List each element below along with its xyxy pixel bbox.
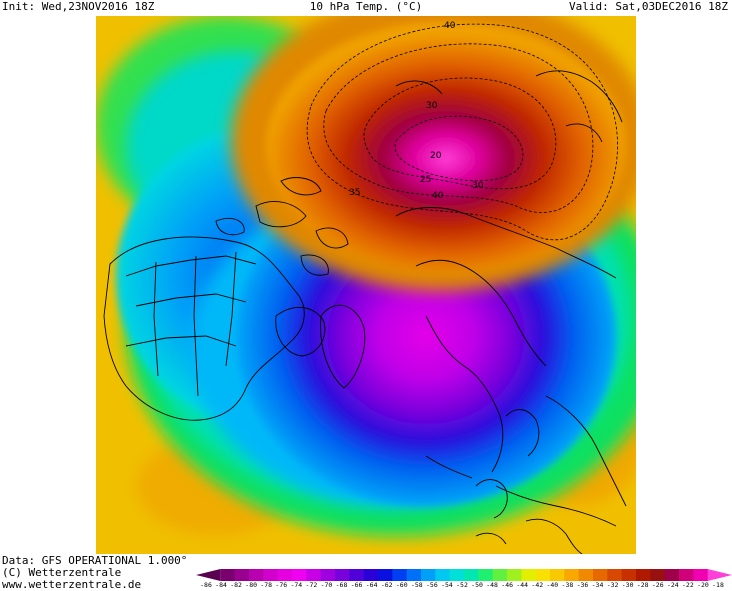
colorbar-swatch <box>578 569 594 581</box>
colorbar-swatch <box>421 569 436 581</box>
contour-label: 30 <box>426 101 438 111</box>
colorbar-tick-label: -74 <box>290 581 303 589</box>
colorbar-swatch <box>535 569 551 581</box>
colorbar-swatch <box>593 569 608 581</box>
colorbar-swatch <box>249 569 264 581</box>
data-source: Data: GFS OPERATIONAL 1.000° <box>2 554 188 567</box>
colorbar-tick-label: -22 <box>682 581 694 589</box>
colorbar-tick-label: -56 <box>426 581 438 589</box>
colorbar-tick-label: -80 <box>245 581 258 589</box>
colorbar-swatch <box>263 569 279 581</box>
colorbar-tick-label: -46 <box>501 581 514 589</box>
colorbar-swatch <box>564 569 580 581</box>
colorbar-swatch <box>335 569 350 581</box>
colorbar <box>196 569 732 581</box>
colorbar-tick-label: -24 <box>666 581 679 589</box>
colorbar-tick-label: -76 <box>275 581 288 589</box>
contour-label: 40 <box>432 191 444 201</box>
colorbar-swatch <box>320 569 336 581</box>
colorbar-tick-label: -18 <box>712 581 724 589</box>
colorbar-swatch <box>292 569 307 581</box>
colorbar-swatch <box>707 569 732 581</box>
colorbar-tick-label: -48 <box>486 581 498 589</box>
colorbar-swatch <box>521 569 537 581</box>
colorbar-swatch <box>664 569 680 581</box>
colorbar-tick-label: -36 <box>576 581 589 589</box>
colorbar-tick-label: -42 <box>531 581 544 589</box>
colorbar-tick-label: -28 <box>636 581 649 589</box>
contour-label: 30 <box>472 181 484 191</box>
colorbar-tick-label: -50 <box>471 581 483 589</box>
colorbar-tick-label: -52 <box>456 581 468 589</box>
colorbar-tick-label: -78 <box>260 581 273 589</box>
colorbar-swatch <box>306 569 322 581</box>
colorbar-swatch <box>220 569 236 581</box>
website-url: www.wetterzentrale.de <box>2 578 142 591</box>
colorbar-swatch <box>621 569 637 581</box>
colorbar-tick-label: -70 <box>320 581 333 589</box>
coastlines <box>103 70 627 554</box>
colorbar-swatch <box>607 569 623 581</box>
colorbar-swatch <box>196 569 221 581</box>
colorbar-swatch <box>636 569 651 581</box>
contour-lines <box>306 23 618 241</box>
colorbar-swatch <box>650 569 666 581</box>
colorbar-tick-label: -32 <box>606 581 619 589</box>
colorbar-tick-label: -30 <box>621 581 634 589</box>
colorbar-swatch <box>349 569 365 581</box>
colorbar-swatch <box>693 569 709 581</box>
colorbar-tick-label: -62 <box>380 581 393 589</box>
contour-label: 40 <box>444 21 456 31</box>
colorbar-tick-label: -26 <box>651 581 664 589</box>
temperature-map: 40 30 20 25 30 35 40 <box>96 16 636 554</box>
colorbar-tick-label: -68 <box>335 581 348 589</box>
colorbar-swatch <box>392 569 408 581</box>
colorbar-tick-label: -38 <box>561 581 574 589</box>
colorbar-swatch <box>378 569 393 581</box>
colorbar-tick-label: -66 <box>350 581 363 589</box>
contour-label: 20 <box>430 151 442 161</box>
colorbar-tick-label: -20 <box>697 581 709 589</box>
colorbar-tick-label: -40 <box>546 581 559 589</box>
colorbar-tick-label: -82 <box>230 581 242 589</box>
colorbar-swatch <box>234 569 250 581</box>
colorbar-swatch <box>464 569 479 581</box>
colorbar-swatch <box>478 569 494 581</box>
chart-title: 10 hPa Temp. (°C) <box>309 0 423 13</box>
colorbar-tick-label: -58 <box>410 581 423 589</box>
colorbar-swatch <box>550 569 565 581</box>
colorbar-swatch <box>435 569 451 581</box>
colorbar-tick-label: -86 <box>200 581 212 589</box>
contour-label: 35 <box>349 188 360 198</box>
colorbar-tick-label: -72 <box>305 581 318 589</box>
colorbar-swatch <box>449 569 465 581</box>
colorbar-swatch <box>406 569 422 581</box>
colorbar-tick-label: -64 <box>365 581 378 589</box>
colorbar-swatch <box>277 569 293 581</box>
colorbar-swatch <box>507 569 522 581</box>
colorbar-tick-labels: -86 -84 -82 -80 -78 -76 -74 -72 -70 -68 -66 -64 -62-… <box>200 581 724 590</box>
copyright: (C) Wetterzentrale <box>2 566 122 579</box>
colorbar-swatch <box>679 569 694 581</box>
colorbar-tick-label: -44 <box>516 581 529 589</box>
valid-time: Valid: Sat,03DEC2016 18Z <box>569 0 728 13</box>
colorbar-tick-label: -60 <box>395 581 408 589</box>
map-svg: 40 30 20 25 30 35 40 <box>96 16 636 554</box>
colorbar-tick-label: -84 <box>215 581 227 589</box>
contour-label-group: 40 30 20 25 30 35 40 <box>349 21 484 201</box>
colorbar-swatch <box>492 569 508 581</box>
contour-label: 25 <box>420 175 431 185</box>
colorbar-tick-label: -34 <box>591 581 604 589</box>
colorbar-tick-label: -54 <box>441 581 453 589</box>
init-time: Init: Wed,23NOV2016 18Z <box>2 0 155 13</box>
colorbar-swatch <box>363 569 379 581</box>
